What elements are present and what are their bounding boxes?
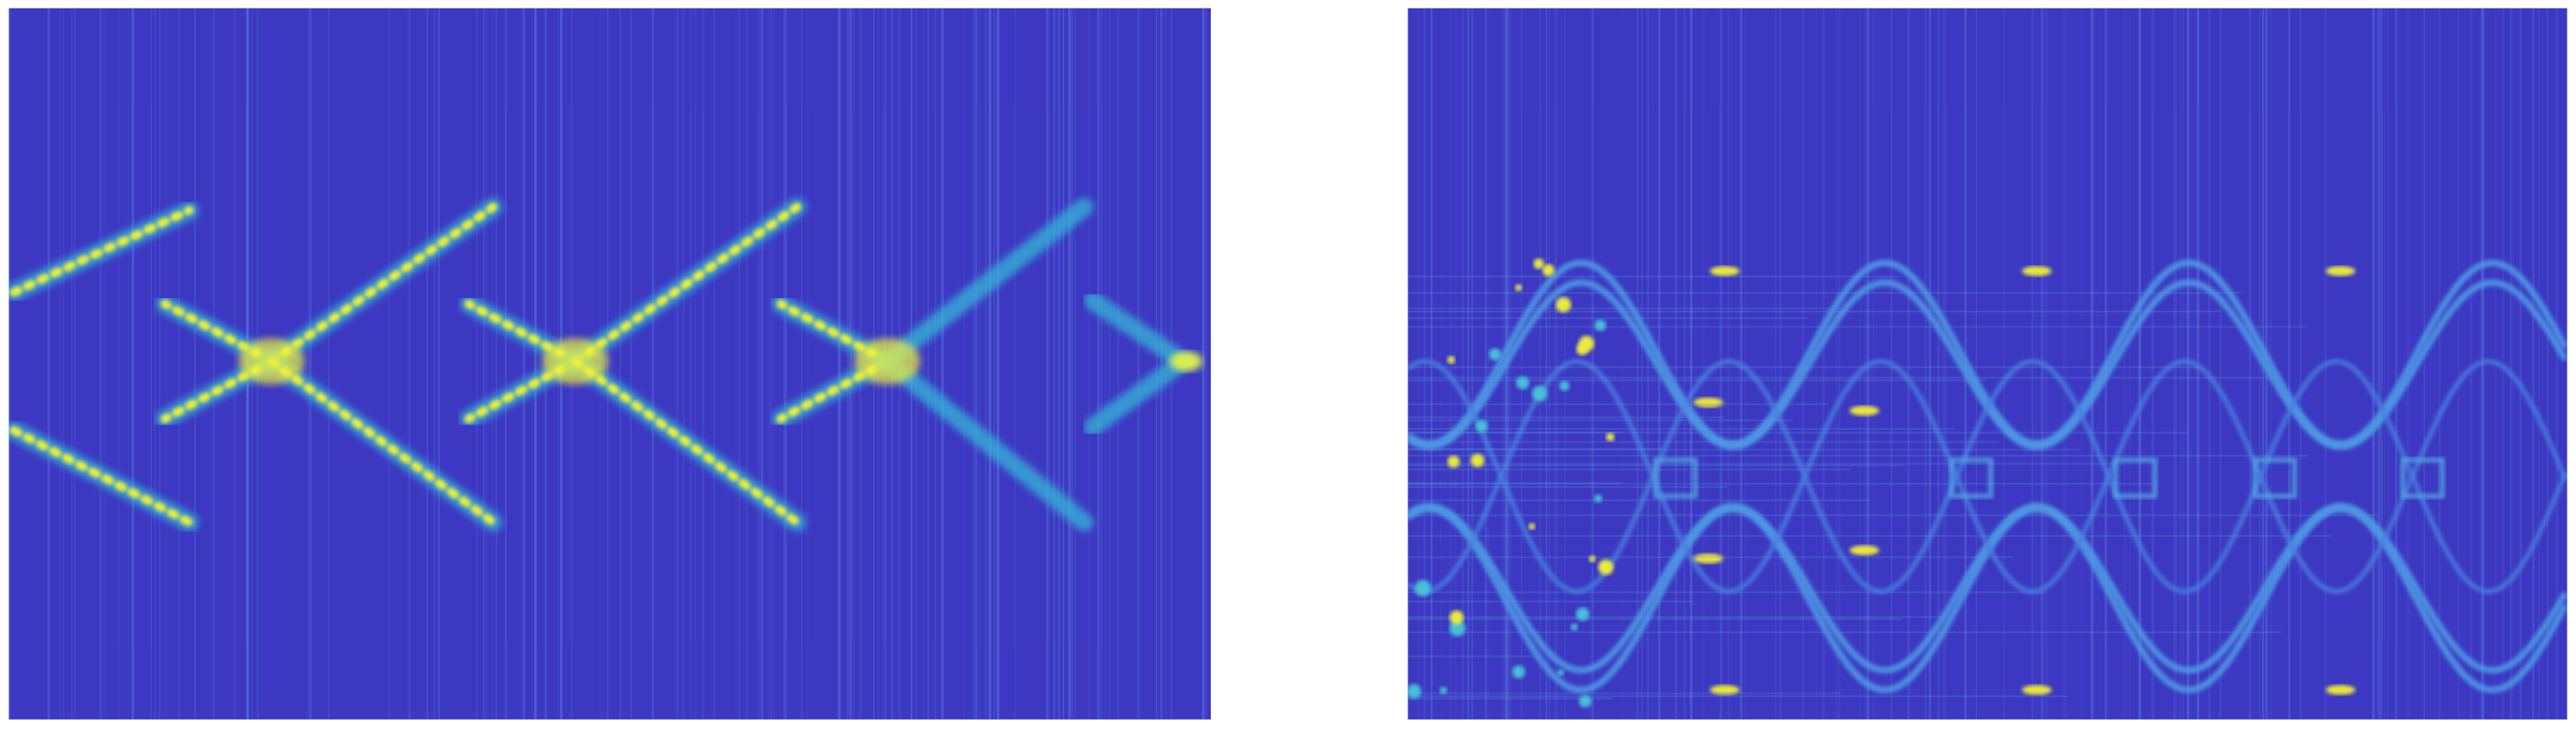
left-spot bbox=[1515, 376, 1530, 390]
hot-spot bbox=[1850, 405, 1880, 416]
center-glow bbox=[854, 338, 921, 385]
left-spot bbox=[1449, 620, 1466, 636]
left-panel bbox=[8, 8, 1212, 720]
arm-dots bbox=[571, 203, 802, 366]
left-spot bbox=[1414, 580, 1432, 597]
left-spot bbox=[1531, 386, 1547, 402]
arm-glow bbox=[1083, 291, 1192, 371]
left-spot bbox=[1542, 263, 1555, 277]
track bbox=[1407, 506, 2568, 694]
arm-glow bbox=[878, 198, 1094, 371]
left-spot bbox=[1594, 319, 1607, 332]
left-spot bbox=[1512, 665, 1526, 679]
left-spot bbox=[1439, 686, 1448, 695]
center-glow bbox=[542, 338, 608, 385]
left-spot bbox=[1488, 348, 1502, 360]
left-spot bbox=[1579, 335, 1595, 352]
left-spot bbox=[1475, 420, 1488, 433]
hot-spot bbox=[1693, 397, 1724, 408]
right-heatmap bbox=[1407, 8, 2568, 720]
hot-spot bbox=[1693, 553, 1724, 564]
box bbox=[2400, 457, 2445, 499]
hot-spot bbox=[1709, 266, 1740, 276]
arm-dots bbox=[571, 357, 802, 527]
center-glow bbox=[1169, 351, 1203, 371]
left-spot bbox=[1447, 455, 1461, 468]
left-spot bbox=[1528, 523, 1536, 530]
center-glow bbox=[238, 338, 305, 385]
left-spot bbox=[1471, 453, 1485, 468]
box bbox=[2252, 457, 2298, 499]
arm-dots bbox=[9, 426, 194, 527]
left-spot bbox=[1570, 623, 1579, 631]
left-spot bbox=[1598, 559, 1614, 576]
left-spot bbox=[1515, 284, 1522, 291]
left-spot bbox=[1606, 432, 1615, 441]
arm-dots bbox=[267, 357, 498, 527]
box bbox=[1653, 457, 1698, 499]
right-panel bbox=[1407, 8, 2568, 720]
left-spot bbox=[1575, 607, 1590, 621]
left-spot bbox=[1594, 494, 1602, 503]
left-spot bbox=[1559, 381, 1570, 392]
left-spot bbox=[1447, 355, 1455, 364]
hot-spot bbox=[2325, 266, 2356, 276]
hot-spot bbox=[1850, 545, 1880, 555]
left-spot bbox=[1555, 296, 1572, 313]
left-heatmap bbox=[8, 8, 1212, 720]
track bbox=[1407, 259, 2568, 447]
arm-glow bbox=[1083, 352, 1192, 436]
left-spot bbox=[1449, 610, 1464, 625]
hot-spot bbox=[2022, 685, 2052, 696]
hot-spot bbox=[2325, 685, 2356, 696]
left-spot bbox=[1589, 555, 1596, 563]
arm-dots bbox=[267, 203, 498, 366]
track bbox=[1407, 359, 2568, 594]
left-spot bbox=[1407, 684, 1422, 699]
arm-dots bbox=[9, 206, 194, 297]
left-spot bbox=[1579, 695, 1592, 708]
arm-glow bbox=[878, 352, 1094, 532]
left-spot bbox=[1557, 669, 1564, 676]
hot-spot bbox=[2022, 266, 2052, 276]
left-spot bbox=[1533, 258, 1544, 269]
box bbox=[1948, 457, 1994, 499]
box bbox=[2113, 457, 2157, 499]
track bbox=[1407, 359, 2568, 594]
hot-spot bbox=[1709, 685, 1740, 696]
